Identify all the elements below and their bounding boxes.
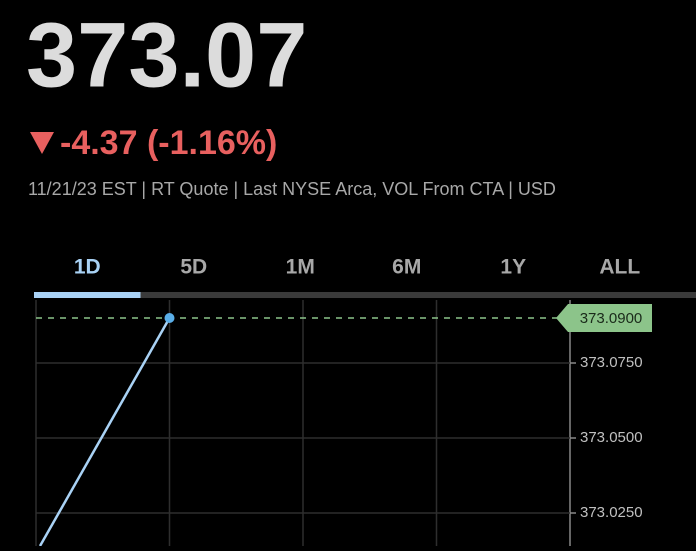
tab[interactable]: ALL xyxy=(599,256,640,279)
last-price-tag xyxy=(556,304,652,332)
tab[interactable]: 1M xyxy=(286,256,315,279)
y-tick-label: 373.0750 xyxy=(580,354,643,371)
tabs: 1D 5D 1M 6M 1Y ALL xyxy=(34,256,640,298)
tab-indicator xyxy=(34,292,141,298)
down-arrow xyxy=(30,132,54,154)
price: 373.07 xyxy=(26,4,307,106)
y-tick-label: 373.0500 xyxy=(580,429,643,446)
tab-track xyxy=(34,292,696,298)
tab[interactable]: 5D xyxy=(180,256,207,279)
tab[interactable]: 6M xyxy=(392,256,421,279)
tab[interactable]: 1Y xyxy=(500,256,526,279)
chart: 373.0750 373.0500 373.0250 373.0900 xyxy=(35,300,652,547)
last-price-label: 373.0900 xyxy=(580,310,643,327)
tab[interactable]: 1D xyxy=(74,256,101,279)
change: -4.37 (-1.16%) xyxy=(60,124,277,162)
last-point xyxy=(164,313,175,323)
price-line xyxy=(38,317,171,547)
y-tick-label: 373.0250 xyxy=(580,504,643,521)
quote-info: 11/21/23 EST | RT Quote | Last NYSE Arca… xyxy=(28,179,556,199)
